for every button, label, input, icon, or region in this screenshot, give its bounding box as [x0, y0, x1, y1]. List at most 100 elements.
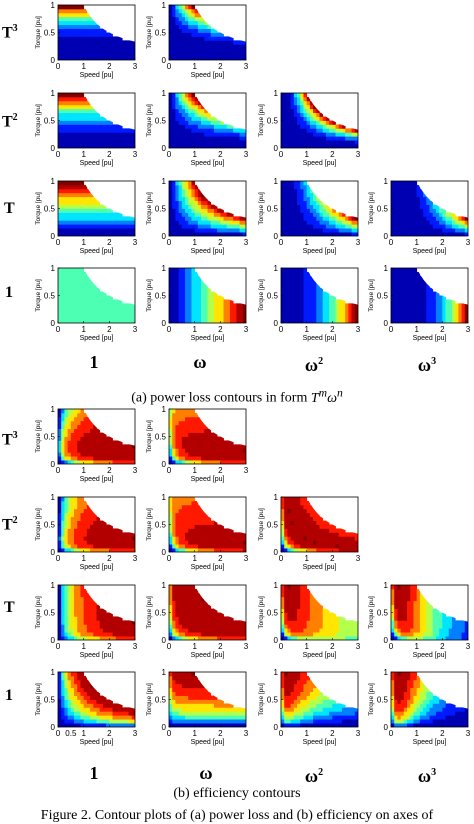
contour-cell — [182, 33, 186, 37]
contour-cell — [188, 140, 192, 144]
contour-cell — [90, 128, 94, 132]
contour-cell — [449, 224, 453, 228]
contour-cell — [294, 117, 298, 121]
contour-cell — [417, 197, 421, 201]
contour-cell — [68, 121, 72, 125]
contour-cell — [294, 193, 298, 197]
contour-cell — [436, 311, 440, 315]
contour-cell — [191, 437, 195, 441]
contour-cell — [313, 296, 317, 300]
contour-cell — [214, 44, 218, 48]
contour-cell — [201, 21, 205, 25]
contour-cell — [214, 532, 218, 536]
contour-cell — [227, 303, 231, 307]
contour-cell — [198, 128, 202, 132]
contour-cell — [179, 307, 183, 311]
contour-cell — [310, 315, 314, 319]
contour-cell — [68, 421, 72, 425]
contour-cell — [195, 44, 199, 48]
contour-cell — [284, 212, 288, 216]
contour-cell — [119, 452, 123, 456]
contour-cell — [90, 452, 94, 456]
y-tick-label: 0.5 — [155, 205, 167, 214]
contour-cell — [188, 497, 192, 501]
contour-cell — [313, 212, 317, 216]
y-tick-label: 0.5 — [155, 433, 167, 442]
contour-cell — [417, 205, 421, 209]
contour-cell — [208, 33, 212, 37]
contour-cell — [281, 97, 285, 101]
x-tick-label: 3 — [133, 466, 138, 475]
contour-cell — [71, 311, 75, 315]
contour-cell — [204, 212, 208, 216]
contour-cell — [214, 525, 218, 529]
contour-cell — [122, 48, 126, 52]
contour-cell — [97, 544, 101, 548]
contour-cell — [352, 315, 356, 319]
y-tick-label: 1 — [162, 1, 167, 10]
contour-cell — [191, 521, 195, 525]
contour-cell — [404, 272, 408, 276]
contour-cell — [401, 209, 405, 213]
contour-cell — [348, 311, 352, 315]
contour-cell — [74, 288, 78, 292]
contour-cell — [100, 205, 104, 209]
contour-cell — [169, 220, 173, 224]
contour-cell — [182, 197, 186, 201]
contour-cell — [169, 456, 173, 460]
contour-cell — [297, 501, 301, 505]
contour-cell — [423, 311, 427, 315]
contour-cell — [172, 444, 176, 448]
contour-cell — [74, 276, 78, 280]
contour-cell — [84, 212, 88, 216]
contour-cell — [404, 193, 408, 197]
x-axis-label: Speed [pu] — [191, 564, 225, 571]
contour-cell — [284, 140, 288, 144]
contour-cell — [179, 224, 183, 228]
contour-cell — [77, 288, 81, 292]
contour-cell — [97, 29, 101, 33]
contour-cell — [71, 288, 75, 292]
contour-cell — [185, 429, 189, 433]
y-axis-label: Torque [pu] — [258, 104, 265, 137]
contour-cell — [287, 513, 291, 517]
contour-cell — [58, 456, 62, 460]
contour-cell — [391, 212, 395, 216]
contour-cell — [413, 307, 417, 311]
contour-cell — [58, 536, 62, 540]
contour-cell — [313, 292, 317, 296]
contour-cell — [119, 228, 123, 232]
contour-cell — [175, 417, 179, 421]
contour-cell — [297, 509, 301, 513]
contour-cell — [188, 132, 192, 136]
contour-cell — [307, 113, 311, 117]
contour-cell — [217, 299, 221, 303]
x-tick-label: 2 — [218, 238, 223, 247]
contour-cell — [80, 448, 84, 452]
contour-cell — [64, 540, 68, 544]
contour-cell — [61, 444, 65, 448]
contour-cell — [97, 456, 101, 460]
contour-cell — [175, 136, 179, 140]
contour-cell — [195, 29, 199, 33]
contour-cell — [449, 315, 453, 319]
contour-cell — [172, 307, 176, 311]
contour-cell — [420, 193, 424, 197]
contour-cell — [68, 105, 72, 109]
contour-cell — [297, 121, 301, 125]
contour-cell — [220, 452, 224, 456]
contour-cell — [426, 205, 430, 209]
contour-cell — [313, 224, 317, 228]
contour-cell — [58, 417, 62, 421]
contour-cell — [313, 220, 317, 224]
contour-cell — [90, 315, 94, 319]
contour-cell — [100, 132, 104, 136]
contour-cell — [106, 132, 110, 136]
contour-cell — [61, 197, 65, 201]
contour-cell — [93, 303, 97, 307]
contour-cell — [284, 185, 288, 189]
contour-cell — [185, 228, 189, 232]
contour-cell — [77, 589, 81, 593]
contour-cell — [175, 13, 179, 17]
